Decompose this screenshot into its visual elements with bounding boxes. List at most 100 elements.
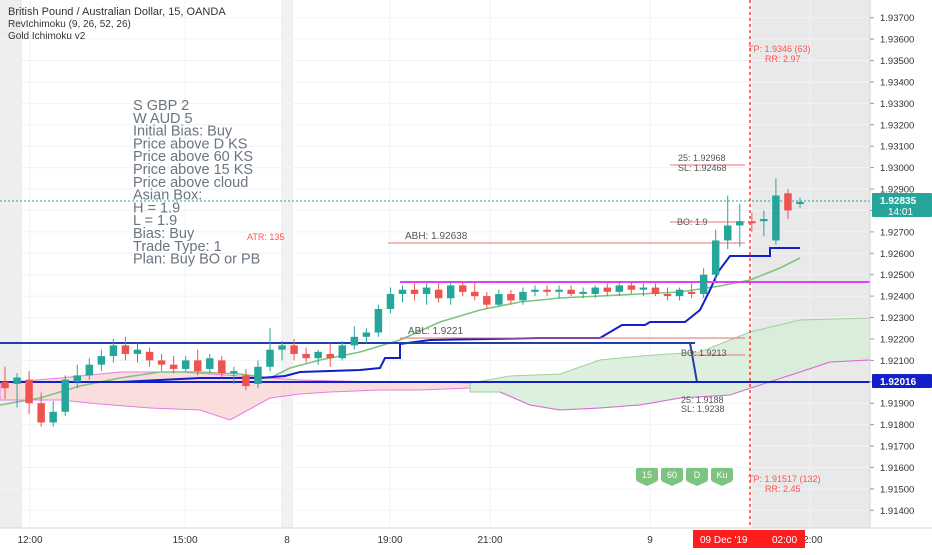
chikou-magenta-lower [499,359,871,411]
candle-bear [748,221,756,224]
candle-bull [133,349,142,354]
tf-button-pointer [686,481,708,486]
sl-bottom-label: SL: 1.9238 [681,404,725,414]
price-tick-label: 1.93000 [880,163,914,174]
candle-bull [278,345,286,350]
price-tick-label: 1.92100 [880,356,914,367]
candle-bull [615,285,624,292]
indicator-gold-ichimoku[interactable]: Gold Ichimoku v2 [8,31,86,42]
candle-bull [254,366,262,384]
price-tick-label: 1.93100 [880,142,914,153]
level-price-badge: 1.92016 [872,374,932,388]
tf-button-pointer [711,481,733,486]
date-marker-badge: 09 Dec '19 02:00 [693,530,805,548]
candle-bull [531,289,539,292]
candle-bull [206,358,214,369]
candle-bull [49,411,57,423]
candle-bull [386,293,395,309]
candle-bear [603,287,612,292]
tf-button-60[interactable] [661,468,683,481]
tp-top-label: TP: 1.9346 (63) [748,44,811,54]
candle-bear [326,353,334,359]
candle-bull [61,379,69,412]
candle-bull [97,356,106,365]
candle-bear [169,364,178,369]
tf-button-label: D [694,470,701,480]
price-tick-label: 1.92400 [880,292,914,303]
candle-bull [639,287,648,290]
candle-bull [338,345,347,359]
price-tick-label: 1.92500 [880,270,914,281]
symbol-title: British Pound / Australian Dollar, 15, O… [8,6,226,18]
note-line: Price above 15 KS [133,162,253,178]
candle-bull [374,308,383,333]
bo-top-label: BO: 1.9 [677,217,708,227]
price-tick-label: 1.93600 [880,35,914,46]
candle-bull [736,221,744,226]
note-line: Price above 60 KS [133,149,253,165]
tf-button-label: 15 [642,470,652,480]
note-line: Trade Type: 1 [133,239,222,255]
candle-bull [109,345,118,357]
note-line: S GBP 2 [133,98,189,114]
price-tick-label: 1.92900 [880,185,914,196]
kijun-green-line [0,257,801,406]
abh-label: ABH: 1.92638 [405,231,468,242]
candle-bear [651,287,660,294]
candle-bear [543,289,551,292]
current-price-badge: 1.92835 14:01 [872,193,932,218]
candle-bear [121,345,130,354]
session-shade-right [752,0,870,528]
price-tick-label: 1.92300 [880,313,914,324]
tf-button-label: Ku [716,470,727,480]
time-tick-label: 12:00 [17,535,42,546]
note-line: Bias: Buy [133,226,195,242]
price-tick-label: 1.91800 [880,420,914,431]
tf-button-Ku[interactable] [711,468,733,481]
price-tick-label: 1.92700 [880,227,914,238]
rr-top-label: RR: 2.97 [765,54,801,64]
tf-button-15[interactable] [636,468,658,481]
candle-bear [242,375,250,387]
candle-bull [591,287,599,294]
note-line: W AUD 5 [133,111,193,127]
candle-bear [567,289,575,294]
candle-bull [230,371,238,374]
price-axis-bg [870,0,932,528]
candle-bull [13,377,21,384]
price-tick-label: 1.91700 [880,442,914,453]
time-tick-label: 21:00 [477,535,502,546]
candle-bull [85,364,94,376]
tf-button-D[interactable] [686,468,708,481]
time-tick-label: 8 [284,535,290,546]
candle-bull [181,360,190,369]
current-price-value: 1.92835 [880,196,917,207]
time-marker-text: 02:00 [772,535,797,546]
candle-bear [1,381,9,389]
level-price-value: 1.92016 [880,377,917,388]
timeframe-buttons[interactable]: 15 60 D Ku [636,468,733,486]
price-tick-label: 1.91600 [880,463,914,474]
note-line: Asian Box: [133,188,202,204]
indicator-revichimoku[interactable]: RevIchimoku (9, 26, 52, 26) [8,19,131,30]
target-25-top-label: 25: 1.92968 [678,153,726,163]
price-tick-label: 1.93200 [880,120,914,131]
candle-bear [458,285,467,292]
candle-bull [519,291,527,301]
price-tick-label: 1.92600 [880,249,914,260]
note-line: H = 1.9 [133,200,180,216]
candle-bear [218,360,226,374]
candle-bear [784,193,792,211]
session-shade-left [0,0,22,528]
candle-bear [290,345,298,354]
candle-bear [687,291,696,294]
note-line: Initial Bias: Buy [133,124,233,140]
candle-bear [145,351,154,361]
tf-button-pointer [661,481,683,486]
abl-label: ABL: 1.9221 [408,326,463,337]
price-tick-label: 1.93400 [880,77,914,88]
candles [1,178,804,427]
grid [0,0,870,528]
